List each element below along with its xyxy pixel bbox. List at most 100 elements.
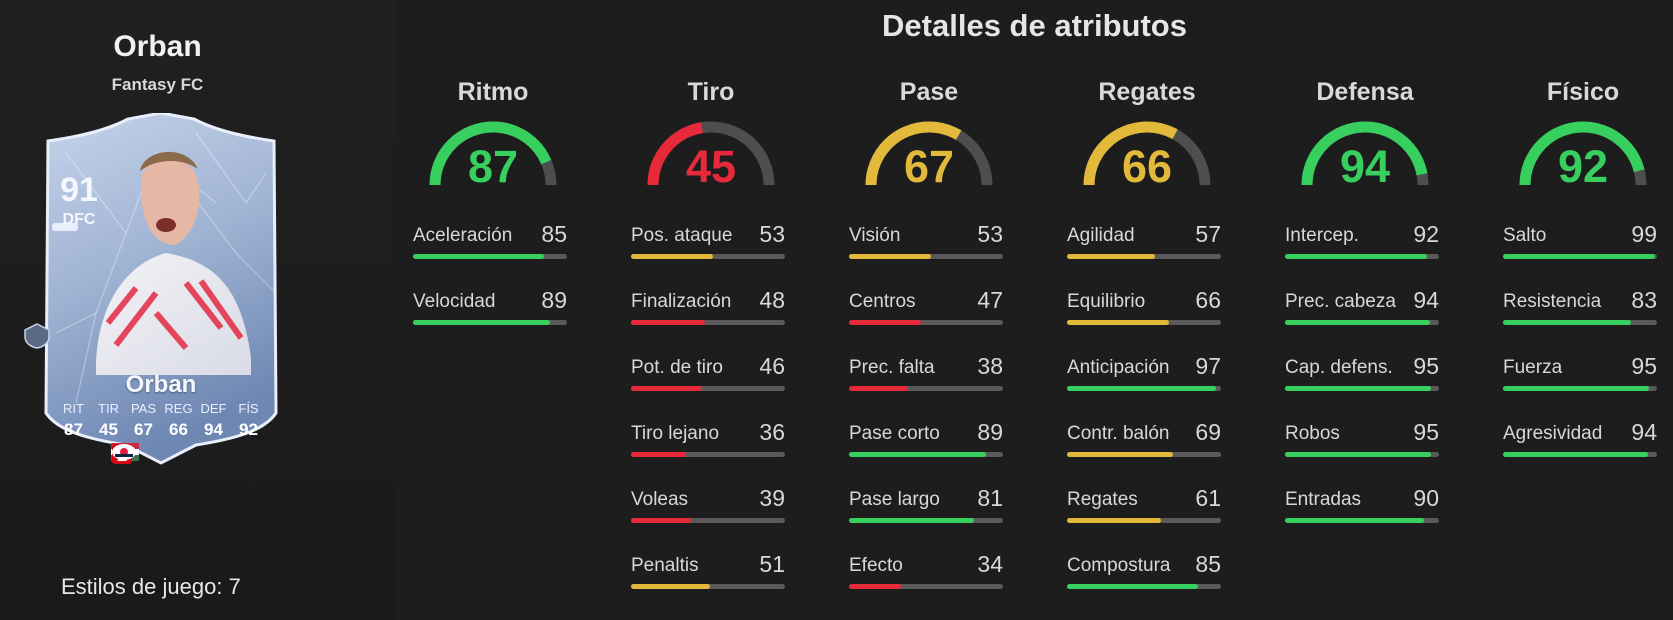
stat-bar-fill (413, 254, 544, 259)
category-value: 67 (903, 141, 955, 192)
stat-bar (631, 518, 785, 523)
stat-row: Resistencia 83 (1503, 287, 1663, 341)
card-position: DFC (62, 211, 96, 228)
category-name: Físico (1546, 78, 1620, 106)
gauge-fill (1083, 121, 1211, 186)
stat-row: Compostura 85 (1067, 551, 1227, 605)
stat-label: Resistencia (1503, 291, 1602, 312)
stat-label: Prec. cabeza (1285, 291, 1396, 312)
stat-label: Prec. falta (849, 357, 935, 378)
stat-label: Tiro lejano (631, 423, 720, 444)
card-stat-value: 87 (64, 420, 83, 439)
stat-value: 53 (977, 221, 1003, 247)
category-name: Ritmo (457, 78, 529, 106)
card-stat-label: PAS (130, 401, 157, 416)
stat-label: Equilibrio (1067, 291, 1146, 312)
stat-bar-fill (1067, 584, 1198, 589)
playstyles-count[interactable]: Estilos de juego: 7 (61, 574, 241, 599)
category-value: 66 (1121, 141, 1173, 192)
card-stat-value: 92 (239, 420, 258, 439)
card-stat-value: 45 (99, 420, 118, 439)
playstyle-shield-icon (24, 323, 50, 349)
category-name: Regates (1098, 78, 1196, 106)
stat-row: Pase corto 89 (849, 419, 1009, 473)
stat-bar-fill (849, 584, 902, 589)
stat-label: Aceleración (413, 225, 513, 246)
gauge-fill (865, 121, 993, 186)
attributes-panel (396, 0, 1673, 620)
card-stat-label: RIT (63, 401, 84, 416)
stat-bar-fill (1285, 518, 1424, 523)
stat-bar (631, 452, 785, 457)
stat-value: 89 (977, 419, 1003, 445)
stat-value: 81 (977, 485, 1003, 511)
stat-row: Penaltis 51 (631, 551, 791, 605)
gauge-fill (647, 121, 775, 186)
card-stat: FÍS 92 (231, 401, 266, 440)
stat-bar-fill (849, 254, 931, 259)
stat-label: Pos. ataque (631, 225, 733, 246)
stat-value: 94 (1413, 287, 1439, 313)
stat-bar (1067, 320, 1221, 325)
card-stat: TIR 45 (91, 401, 126, 440)
stat-bar (413, 320, 567, 325)
stat-label: Entradas (1285, 489, 1362, 510)
stat-bar (1067, 254, 1221, 259)
stat-bar-fill (631, 254, 713, 259)
stat-value: 38 (977, 353, 1003, 379)
stat-row: Pos. ataque 53 (631, 221, 791, 275)
stat-label: Penaltis (631, 555, 699, 576)
stat-bar-fill (1285, 254, 1427, 259)
card-stat-label: REG (164, 401, 193, 416)
stat-bar (849, 320, 1003, 325)
card-stat: DEF 94 (196, 401, 231, 440)
stat-value: 46 (759, 353, 785, 379)
stat-value: 57 (1195, 221, 1221, 247)
stat-row: Efecto 34 (849, 551, 1009, 605)
stat-row: Entradas 90 (1285, 485, 1445, 539)
stat-value: 53 (759, 221, 785, 247)
stat-row: Prec. cabeza 94 (1285, 287, 1445, 341)
stat-value: 34 (977, 551, 1003, 577)
stat-row: Visión 53 (849, 221, 1009, 275)
stat-row: Finalización 48 (631, 287, 791, 341)
stat-bar (1285, 386, 1439, 391)
gauge-fill (1519, 121, 1647, 186)
category-1: Tiro 45 (631, 75, 791, 193)
stat-row: Centros 47 (849, 287, 1009, 341)
stat-bar-fill (1503, 452, 1648, 457)
stat-bar (1067, 518, 1221, 523)
stat-bar-fill (849, 452, 987, 457)
card-player-name: Orban (125, 371, 197, 398)
stat-bar (1285, 254, 1439, 259)
stat-bar-fill (631, 452, 687, 457)
category-gauge: 66 (1082, 117, 1212, 193)
stat-bar (1067, 452, 1221, 457)
stat-label: Cap. defens. (1285, 357, 1393, 378)
category-value: 87 (467, 141, 519, 192)
stat-bar (1503, 386, 1657, 391)
card-stat-label: DEF (200, 401, 227, 416)
stat-value: 92 (1413, 221, 1439, 247)
stat-bar (631, 320, 785, 325)
stat-value: 95 (1631, 353, 1657, 379)
category-name: Pase (899, 78, 959, 106)
stat-value: 99 (1631, 221, 1657, 247)
player-club: Fantasy FC (111, 75, 204, 94)
category-gauge: 92 (1518, 117, 1648, 193)
category-0: Ritmo 87 (413, 75, 573, 193)
stat-label: Robos (1285, 423, 1340, 444)
stat-value: 48 (759, 287, 785, 313)
stat-bar (1285, 320, 1439, 325)
category-value: 45 (685, 141, 737, 192)
stat-label: Pase largo (849, 489, 940, 510)
category-2: Pase 67 (849, 75, 1009, 193)
stat-bar-fill (1285, 320, 1430, 325)
category-3: Regates 66 (1067, 75, 1227, 193)
stat-row: Anticipación 97 (1067, 353, 1227, 407)
stat-bar (1067, 584, 1221, 589)
stat-value: 69 (1195, 419, 1221, 445)
stat-row: Regates 61 (1067, 485, 1227, 539)
stat-label: Visión (849, 225, 901, 246)
stat-label: Voleas (631, 489, 689, 510)
